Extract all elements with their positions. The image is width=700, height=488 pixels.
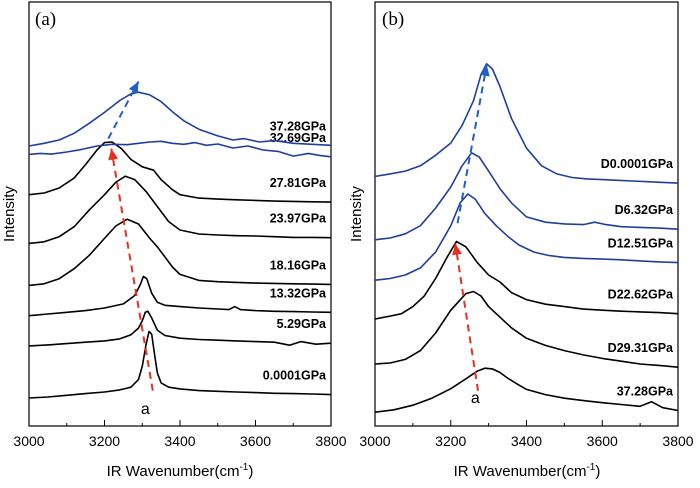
- blue-shift-arrow-head: [128, 81, 139, 94]
- panel-a-letter: (a): [35, 9, 56, 30]
- trace-0-0001gpa: [28, 330, 332, 399]
- red-shift-arrow-head: [452, 243, 462, 256]
- panel-a-peak-label: a: [141, 401, 150, 418]
- x-tick-label-3200: 3200: [435, 433, 466, 449]
- trace-label-d29-31gpa: D29.31GPa: [608, 341, 674, 355]
- panel-b-letter: (b): [382, 9, 404, 30]
- panel-b-x-ticks: 3000 3200 3400 3600 3800: [359, 420, 694, 449]
- trace-37-28gpa: [374, 367, 679, 413]
- x-tick-label-3800: 3800: [315, 433, 346, 449]
- panel-a-traces: 0.0001GPa 5.29GPa 13.32GPa 18.16GPa 23.97GPa…: [28, 91, 332, 399]
- panel-b-traces: 37.28GPa D29.31GPa D22.62GPa D12.51GPa D6.32…: [374, 63, 679, 413]
- trace-label-0-0001gpa: 0.0001GPa: [263, 369, 327, 383]
- x-tick-label-3800: 3800: [662, 433, 693, 449]
- trace-label-d22-62gpa: D22.62GPa: [608, 288, 674, 302]
- trace-label-5-29gpa: 5.29GPa: [277, 317, 327, 331]
- panel-a: 3000 3200 3400 3600 3800 0.0001GPa 5.29GPa 13.…: [1, 1, 347, 480]
- panel-b-y-axis-title: Intensity: [348, 186, 365, 242]
- trace-d0-0001gpa: [374, 63, 679, 184]
- trace-label-27-81gpa: 27.81GPa: [270, 176, 327, 190]
- trace-d12-51gpa: [374, 193, 679, 281]
- trace-37-28gpa: [28, 91, 332, 147]
- trace-32-69gpa: [28, 140, 332, 158]
- trace-5-29gpa: [28, 310, 332, 347]
- x-tick-label-3000: 3000: [359, 433, 390, 449]
- panel-a-arrows: [107, 81, 154, 391]
- red-shift-arrow-head: [108, 148, 119, 161]
- x-tick-label-3400: 3400: [511, 433, 542, 449]
- red-shift-arrow-shaft: [110, 148, 154, 391]
- trace-13-32gpa: [28, 275, 332, 317]
- trace-27-81gpa: [28, 141, 332, 203]
- trace-d29-31gpa: [374, 290, 679, 368]
- panel-b-x-axis-title: IR Wavenumber(cm-1): [454, 462, 601, 480]
- x-tick-label-3400: 3400: [164, 433, 195, 449]
- x-tick-label-3600: 3600: [587, 433, 618, 449]
- blue-shift-arrow-head: [479, 64, 490, 77]
- trace-label-d12-51gpa: D12.51GPa: [608, 237, 674, 251]
- trace-label-37-28gpa: 37.28GPa: [617, 384, 674, 398]
- panel-b-arrows: [452, 64, 490, 391]
- trace-label-d0-0001gpa: D0.0001GPa: [601, 157, 674, 171]
- panel-a-x-ticks: 3000 3200 3400 3600 3800: [13, 420, 347, 449]
- panel-b: 3000 3200 3400 3600 3800 37.28GPa D29.31GPa D2…: [348, 1, 694, 480]
- trace-18-16gpa: [28, 218, 332, 287]
- trace-d6-32gpa: [374, 152, 679, 241]
- trace-label-13-32gpa: 13.32GPa: [270, 286, 327, 300]
- trace-label-37-28gpa: 37.28GPa: [270, 119, 327, 133]
- trace-23-97gpa: [28, 175, 332, 245]
- trace-d22-62gpa: [374, 240, 679, 320]
- blue-shift-arrow-shaft: [456, 64, 488, 224]
- panel-a-y-axis-title: Intensity: [1, 186, 18, 242]
- panel-b-peak-label: a: [471, 390, 480, 407]
- x-tick-label-3600: 3600: [240, 433, 271, 449]
- trace-label-23-97gpa: 23.97GPa: [270, 212, 327, 226]
- red-shift-arrow-shaft: [454, 243, 480, 391]
- x-tick-label-3000: 3000: [13, 433, 44, 449]
- trace-label-18-16gpa: 18.16GPa: [270, 258, 327, 272]
- panel-a-x-axis-title: IR Wavenumber(cm-1): [107, 462, 254, 480]
- x-tick-label-3200: 3200: [89, 433, 120, 449]
- trace-label-d6-32gpa: D6.32GPa: [615, 203, 674, 217]
